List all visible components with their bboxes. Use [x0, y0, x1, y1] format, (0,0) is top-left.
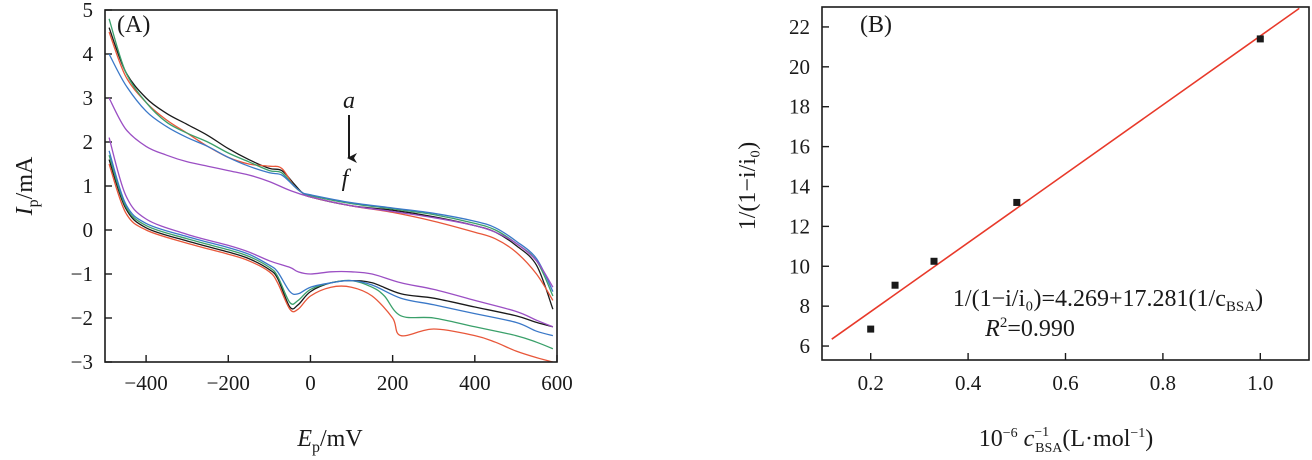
panel-a-xticks: −400 −200 0 200 400 600 [124, 355, 573, 395]
panel-b-ytick-label: 18 [789, 95, 810, 119]
panel-a-curve-4-forward [108, 53, 554, 292]
panel-b: 0.2 0.4 0.6 0.8 1.0 6 8 10 12 14 16 18 20 22 (B) 1/(… [735, 6, 1310, 456]
panel-a-xlabel: Ep/mV [296, 426, 363, 456]
panel-a-curve-5-reverse [108, 137, 554, 328]
panel-b-xticks: 0.2 0.4 0.6 0.8 1.0 [858, 353, 1273, 395]
panel-b-ytick-label: 6 [800, 334, 811, 358]
panel-b-ytick-label: 16 [789, 135, 810, 159]
panel-b-xtick-label: 1.0 [1247, 371, 1273, 395]
panel-a-ytick-label: −2 [71, 306, 93, 330]
panel-a-label: (A) [117, 12, 150, 38]
panel-a-yticks: 5 4 3 2 1 0 −1 −2 −3 [71, 0, 112, 374]
panel-a-annotation-f: f [342, 166, 352, 192]
panel-a-ytick-label: −1 [71, 262, 93, 286]
panel-b-data-point [867, 325, 875, 333]
panel-a-ytick-label: 2 [83, 130, 94, 154]
panel-a-curve-2-forward [108, 31, 554, 301]
panel-b-xtick-label: 0.8 [1150, 371, 1176, 395]
panel-a-curve-2-reverse [108, 163, 554, 362]
panel-a-ylabel: Ip/mA [12, 156, 42, 216]
panel-b-yticks: 6 8 10 12 14 16 18 20 22 [789, 15, 829, 358]
panel-b-data-point [1013, 198, 1021, 206]
panel-a-curve-1-forward [108, 27, 554, 310]
panel-b-data-point [930, 257, 938, 265]
panel-b-xlabel: 10−6 c−1 BSA(L·mol−1) [979, 425, 1154, 456]
panel-b-xtick-label: 0.6 [1052, 371, 1078, 395]
panel-b-equation: 1/(1−i/i₀)=4.269+17.281(1/cBSA) [953, 286, 1263, 315]
panel-a-series [108, 18, 554, 362]
panel-a-xtick-label: 200 [377, 371, 409, 395]
panel-a-frame [104, 9, 558, 363]
panel-a-annotation-a: a [343, 88, 355, 114]
panel-b-ylabel: 1/(1−i/i₀) [735, 142, 761, 231]
panel-a-curve-1-reverse [108, 159, 554, 328]
panel-b-fit-line [831, 7, 1300, 340]
panel-b-ytick-label: 10 [789, 254, 810, 278]
panel-a-xtick-label: −200 [207, 371, 250, 395]
panel-a-curve-3-forward [108, 18, 554, 297]
panel-b-r2: R2=0.990 [984, 315, 1075, 342]
panel-a-ytick-label: 0 [83, 218, 94, 242]
panel-b-ytick-label: 14 [789, 174, 811, 198]
panel-b-xtick-label: 0.4 [955, 371, 982, 395]
panel-b-ytick-label: 20 [789, 55, 810, 79]
panel-b-xtick-label: 0.2 [858, 371, 884, 395]
panel-a-ytick-label: 5 [83, 0, 94, 22]
panel-a-ytick-label: 3 [83, 86, 94, 110]
panel-a-curve-3-reverse [108, 155, 554, 350]
panel-b-ytick-label: 12 [789, 214, 810, 238]
panel-a-xtick-label: 600 [541, 371, 573, 395]
panel-b-ytick-label: 8 [800, 294, 811, 318]
panel-b-plot [831, 7, 1300, 340]
panel-a-ytick-label: 4 [83, 42, 94, 66]
panel-b-data-point [891, 281, 899, 289]
panel-b-label: (B) [860, 12, 892, 38]
panel-b-frame [821, 6, 1310, 361]
panel-a-curve-4-reverse [108, 150, 554, 337]
panel-a-ytick-label: 1 [83, 174, 94, 198]
panel-a-xtick-label: 0 [305, 371, 316, 395]
panel-a-curve-5-forward [108, 97, 554, 288]
panel-b-data-point [1256, 35, 1264, 43]
panel-a-xtick-label: 400 [459, 371, 491, 395]
panel-b-ytick-label: 22 [789, 15, 810, 39]
panel-a-ytick-label: −3 [71, 350, 93, 374]
panel-a-xtick-label: −400 [124, 371, 167, 395]
